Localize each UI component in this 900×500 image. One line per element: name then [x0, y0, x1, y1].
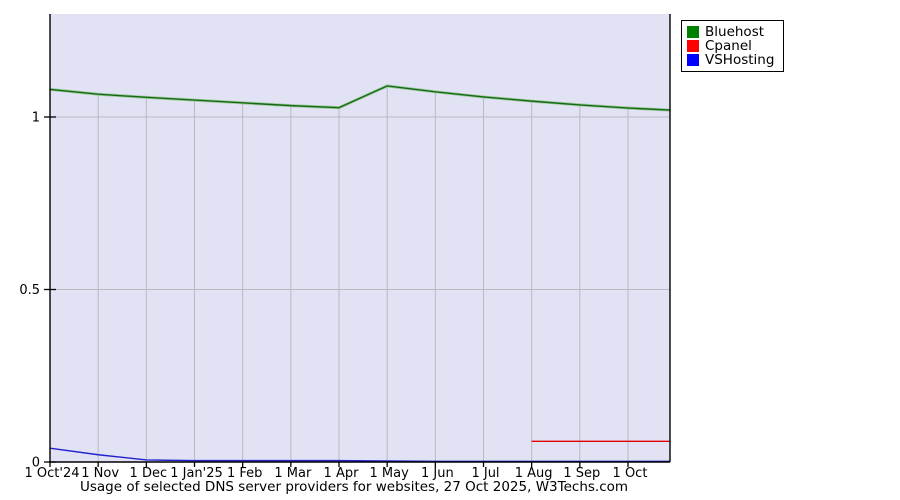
x-tick-label: 1 Feb [227, 466, 262, 481]
x-tick-label: 1 Aug [515, 466, 553, 481]
x-tick-label: 1 Sep [563, 466, 600, 481]
x-tick-label: 1 Apr [324, 466, 360, 481]
x-tick-label: 1 Oct'24 [25, 466, 80, 481]
x-tick-label: 1 Dec [130, 466, 168, 481]
x-tick-label: 1 Mar [274, 466, 312, 481]
y-tick-label: 0 [32, 456, 40, 471]
legend-swatch-vshosting [687, 54, 699, 66]
x-tick-label: 1 May [370, 466, 410, 481]
y-tick-label: 1 [32, 111, 40, 126]
legend-label: Cpanel [705, 38, 752, 54]
legend-swatch-bluehost [687, 26, 699, 38]
legend-row: Bluehost [687, 25, 774, 39]
x-tick-label: 1 Jun [421, 466, 454, 481]
legend-label: Bluehost [705, 24, 765, 40]
y-tick-label: 0.5 [19, 283, 40, 298]
x-tick-label: 1 Jan'25 [170, 466, 223, 481]
chart-caption: Usage of selected DNS server providers f… [80, 479, 629, 495]
above-line-fill [50, 14, 670, 111]
series-line-bluehost [49, 85, 671, 111]
x-tick-label: 1 Jul [471, 466, 499, 481]
legend-row: Cpanel [687, 39, 774, 53]
legend-label: VSHosting [705, 52, 775, 68]
x-tick-label: 1 Oct [613, 466, 648, 481]
legend-row: VSHosting [687, 53, 774, 67]
chart-legend: Bluehost Cpanel VSHosting [681, 20, 785, 72]
legend-swatch-cpanel [687, 40, 699, 52]
x-tick-label: 1 Nov [81, 466, 119, 481]
